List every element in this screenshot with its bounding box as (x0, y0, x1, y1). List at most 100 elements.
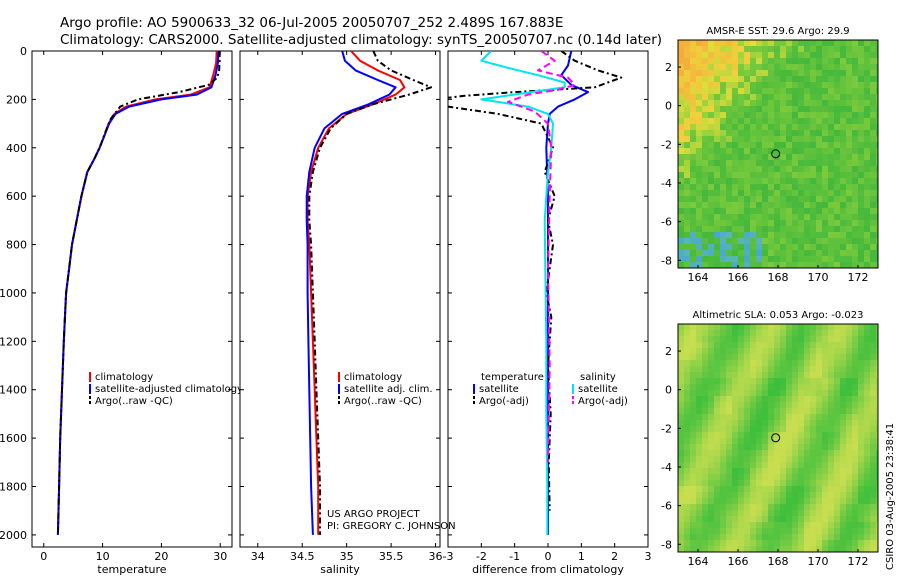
sla_map-cell (840, 450, 846, 456)
sst_map-cell (864, 124, 870, 130)
sst_map-xtick-label: 166 (728, 271, 749, 284)
sla_map-cell (786, 378, 792, 384)
sla_map-cell (846, 348, 852, 354)
temperature-xtick-label: 0 (40, 550, 47, 563)
sla_map-cell (870, 468, 876, 474)
sst_map-cell (732, 178, 738, 184)
sst_map-cell (828, 262, 834, 268)
sla_map-cell (696, 426, 702, 432)
sst_map-cell (780, 88, 786, 94)
sla_map-cell (798, 498, 804, 504)
sla_map-cell (696, 402, 702, 408)
sla_map-cell (684, 462, 690, 468)
sla_map-cell (870, 534, 876, 540)
sst_map-cell (762, 172, 768, 178)
sla_map-cell (804, 444, 810, 450)
sla_map-cell (846, 474, 852, 480)
sst_map-cell (846, 172, 852, 178)
sla_map-cell (774, 486, 780, 492)
sst_map-cell (804, 94, 810, 100)
sst_map-cell (876, 190, 878, 196)
sst_map-ytick-label: -4 (661, 177, 672, 190)
sla_map-cell (810, 510, 816, 516)
sst_map-cell (762, 136, 768, 142)
sla_map-cell (744, 372, 750, 378)
sst_map-cell (792, 232, 798, 238)
sla_map-cell (822, 402, 828, 408)
sst_map-cell (714, 124, 720, 130)
sst_map-cell (768, 70, 774, 76)
sla_map-cell (750, 456, 756, 462)
sla_map-cell (846, 510, 852, 516)
sst_map-cell (708, 256, 714, 262)
sst_map-cell (846, 262, 852, 268)
sst_map-cell (870, 220, 876, 226)
sla_map-cell (846, 378, 852, 384)
sla_map-cell (870, 522, 876, 528)
sst_map-cell (786, 208, 792, 214)
sst_map-cell (792, 220, 798, 226)
salinity-series-0 (306, 51, 406, 535)
sla_map-cell (726, 522, 732, 528)
sst_map-cell (708, 196, 714, 202)
sst_map-cell (822, 100, 828, 106)
sst_map-cell (720, 64, 726, 70)
sst_map-cell (858, 232, 864, 238)
sst_map-cell (750, 118, 756, 124)
sla_map-cell (834, 378, 840, 384)
sla_map-cell (798, 420, 804, 426)
sla_map-cell (678, 426, 684, 432)
sla_map-cell (678, 462, 684, 468)
temp-legend-satellite-label: satellite-adjusted climatology (95, 384, 243, 395)
sst_map-cell (684, 148, 690, 154)
sla_map-cell (708, 360, 714, 366)
sla_map-cell (774, 510, 780, 516)
sla_map-cell (678, 516, 684, 522)
sla_map-cell (744, 396, 750, 402)
sla_map-cell (726, 456, 732, 462)
temp-legend-climatology-label: climatology (95, 372, 153, 383)
sst_map-cell (762, 226, 768, 232)
sla_map-cell (720, 516, 726, 522)
sst_map-cell (846, 250, 852, 256)
sla_map-cell (678, 456, 684, 462)
sla_map-cell (744, 330, 750, 336)
sst_map-cell (756, 64, 762, 70)
salinity-xtick-label: 34 (251, 550, 265, 563)
sst_map-cell (720, 244, 726, 250)
difference-xtick-label: 3 (645, 550, 652, 563)
difference-xtick-label: -1 (509, 550, 520, 563)
sla_map-cell (786, 516, 792, 522)
sla_map-cell (720, 336, 726, 342)
sst_map-cell (780, 100, 786, 106)
sla_map-cell (768, 522, 774, 528)
sst_map-cell (846, 202, 852, 208)
sst_map-cell (732, 100, 738, 106)
sst_map-cell (870, 94, 876, 100)
sst_map-cell (780, 40, 786, 46)
sla_map-cell (804, 540, 810, 546)
sla_map-cell (768, 330, 774, 336)
sst_map-cell (876, 130, 878, 136)
sst_map-cell (840, 130, 846, 136)
sla_map-cell (870, 486, 876, 492)
sla_map-cell (804, 492, 810, 498)
sst_map-cell (696, 136, 702, 142)
sst_map-cell (822, 106, 828, 112)
sst_map-cell (750, 220, 756, 226)
sst_map-cell (714, 46, 720, 52)
sst_map-cell (690, 202, 696, 208)
sst_map-cell (822, 262, 828, 268)
sla_map-cell (744, 402, 750, 408)
sla_map-cell (786, 438, 792, 444)
sla_map-cell (858, 390, 864, 396)
sst_map-cell (846, 214, 852, 220)
sla_map-cell (744, 516, 750, 522)
sst_map-cell (714, 154, 720, 160)
sla_map-cell (720, 462, 726, 468)
sst_map-cell (876, 166, 878, 172)
sla_map-cell (780, 510, 786, 516)
sst_map-cell (690, 256, 696, 262)
sla_map-cell (876, 330, 878, 336)
sla_map-cell (786, 354, 792, 360)
